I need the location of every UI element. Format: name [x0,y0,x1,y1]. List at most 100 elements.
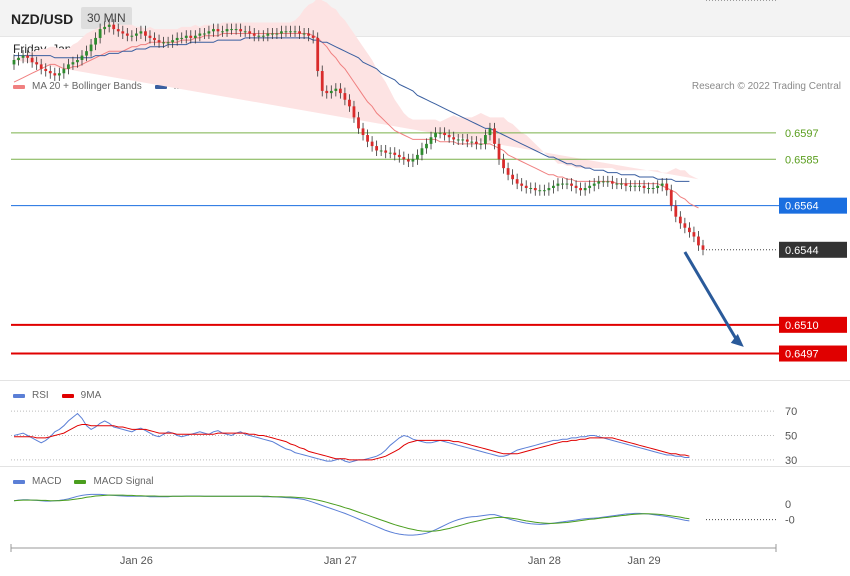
candle-body [266,33,270,36]
candle-body [502,159,505,169]
candle-body [293,31,297,33]
credit-text: Research © 2022 Trading Central [691,81,841,92]
level-label: 0.6597 [785,128,819,140]
rsi-tick-label: 30 [785,455,797,467]
candle-body [552,185,555,188]
candle-body [234,29,238,31]
candle-body [348,99,351,107]
candle-body [425,143,428,149]
candle-body [697,236,700,246]
candle-body [620,183,623,185]
candle-body [615,183,619,185]
candle-body [361,128,365,136]
candle-body [429,137,433,144]
rsi-tick-label: 50 [785,431,797,443]
bollinger-band [14,0,699,180]
candle-body [289,31,292,33]
candle-body [384,150,388,153]
candle-body [665,183,669,191]
candle-body [474,141,478,144]
candle-body [121,31,125,34]
level-label: 0.6510 [785,320,819,332]
ma20-swatch [13,84,25,89]
candle-body [597,181,601,184]
legend-macd-signal-label: MACD Signal [93,476,154,487]
candle-body [184,35,188,38]
candle-body [406,159,410,162]
candle-body [125,33,129,36]
candle-body [48,71,52,74]
candle-body [89,44,93,52]
candle-body [157,40,161,43]
candle-body [212,29,215,32]
candle-body [221,31,224,33]
candle-body [375,146,379,151]
level-label: 0.6564 [785,201,819,213]
candle-body [44,68,48,72]
candle-body [465,139,469,142]
candle-body [239,29,243,32]
candle-body [139,31,143,34]
projection-arrow-head [730,333,744,347]
candle-body [202,33,206,35]
candle-body [252,33,256,36]
candle-body [343,93,347,100]
candle-body [162,42,165,44]
candle-body [533,188,537,191]
candle-body [511,174,515,180]
rsi-ma-line [14,424,690,461]
current-price-tag [779,241,847,258]
candle-body [447,135,451,138]
candle-body [461,139,465,141]
rsi-macd-separator [0,466,850,467]
candle-body [298,31,301,34]
candle-body [270,33,274,35]
candle-body [334,88,338,91]
candle-body [669,190,673,206]
candle-body [261,35,265,37]
candle-body [107,24,111,27]
x-tick-label: Jan 26 [120,555,153,567]
candle-body [638,185,641,187]
candle-body [547,188,551,191]
candle-body [542,190,546,192]
candle-body [583,188,587,191]
candle-body [470,141,474,143]
candle-body [39,64,43,69]
level-label: 0.6585 [785,154,819,166]
candle-body [688,227,691,233]
timeframe-button[interactable]: 30 MIN [81,7,132,29]
rsi-line [13,412,690,463]
candle-body [556,183,560,186]
candle-body [629,185,632,187]
candle-body [130,35,134,37]
x-tick-label: Jan 27 [324,555,357,567]
candle-body [175,37,179,41]
candle-body [538,190,542,192]
candle-body [338,88,342,94]
candle-body [402,157,406,160]
macd-tick-label: -0 [785,515,795,527]
candle-body [112,24,116,30]
candle-body [678,216,682,224]
candle-body [325,90,329,94]
candle-body [66,64,70,69]
x-tick-label: Jan 28 [528,555,561,567]
rsi-legend: RSI 9MA [13,390,101,401]
price-rsi-separator [0,380,850,381]
rsi-swatch [13,393,25,398]
candle-body [21,55,25,58]
candle-body [166,42,170,44]
candle-body [656,185,660,188]
candle-body [601,181,605,183]
candle-body [393,152,397,155]
candle-body [316,37,320,72]
candle-body [388,152,392,154]
candle-body [606,181,610,183]
macd-swatch [13,479,25,484]
candle-body [329,90,333,94]
candle-body [80,55,84,60]
candle-body [370,141,374,147]
candle-body [98,29,102,38]
